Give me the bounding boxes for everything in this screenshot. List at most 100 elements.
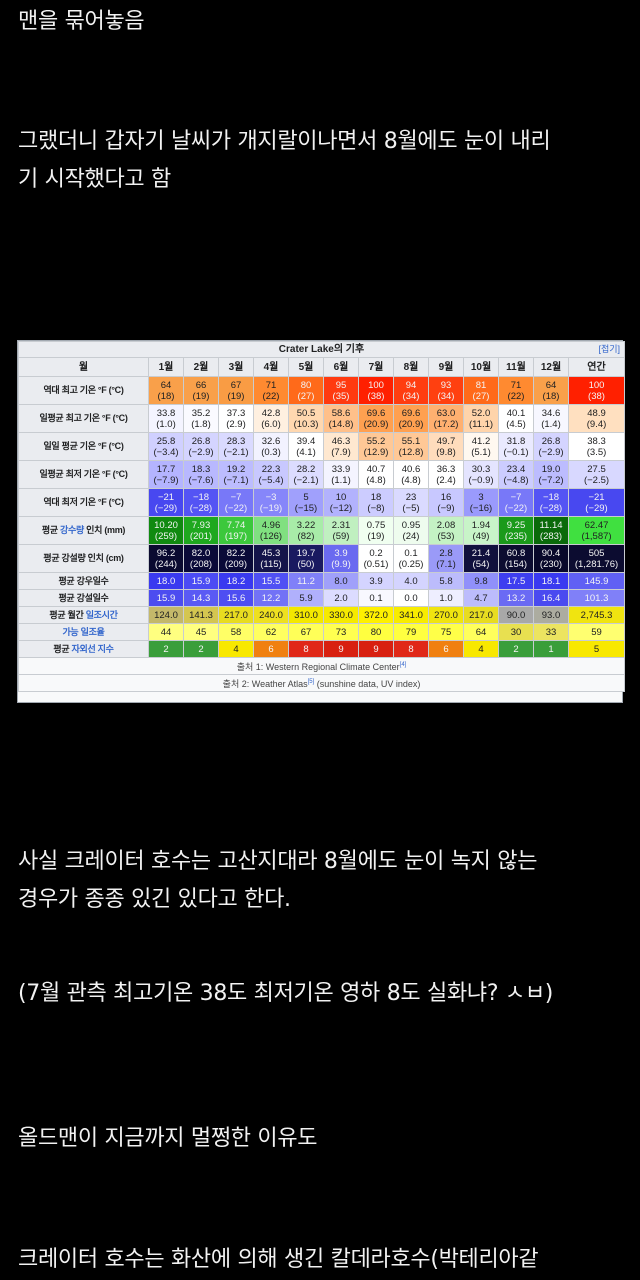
cell-value-f: 59 [591,626,602,638]
table-cell: 80 (27) [288,376,324,405]
cell-value-f: 4.96 [261,519,281,531]
row-label-link[interactable]: 일조시간 [85,609,118,620]
cell-value-c: (50) [297,558,315,570]
table-cell: 62 [253,623,289,641]
table-cell: 3.9 (9.9) [323,544,359,573]
cell-value-c: (−8) [367,502,385,514]
table-cell: 93.0 [533,606,569,624]
table-cell: 2,745.3 [567,606,626,624]
post-text-line: 경우가 종종 있긴 있다고 한다. [18,887,291,912]
cell-value-f: 2 [163,643,169,655]
cell-value-f: 8 [408,643,414,655]
cell-value-c: (20.9) [363,418,389,430]
cell-value-c: (4.8) [366,474,386,486]
table-cell: 64 (18) [148,376,184,405]
table-cell: 82.2 (209) [218,544,254,573]
cell-value-c: (2.9) [226,418,246,430]
cell-value-c: (20.9) [398,418,424,430]
table-cell: −7 (−22) [218,488,254,517]
row-label-link[interactable]: 강수량 [60,525,84,535]
row-label-link[interactable]: 가능 일조율 [62,626,105,637]
cell-value-f: 1 [548,643,554,655]
cell-value-c: (10.3) [293,418,319,430]
cell-value-f: 5.9 [299,592,313,604]
table-cell: 39.4 (4.1) [288,432,324,461]
header-month: 6월 [323,357,359,377]
table-cell: 14.3 [183,589,219,607]
header-month: 연간 [567,357,626,377]
cell-value-f: 39.4 [296,435,316,447]
table-cell: 1 [533,640,569,658]
cell-value-f: 26.8 [191,435,211,447]
table-cell: −18 (−28) [183,488,219,517]
table-cell: 50.5 (10.3) [288,404,324,433]
table-cell: 66 (19) [183,376,219,405]
cell-value-c: (3.5) [586,446,607,458]
table-cell: 4.7 [463,589,499,607]
header-month: 8월 [393,357,429,377]
table-cell: 80 [358,623,394,641]
table-cell: 32.6 (0.3) [253,432,289,461]
cell-value-f: 79 [405,626,417,638]
table-cell: 60.8 (154) [498,544,534,573]
cell-value-f: 64 [545,379,557,391]
source-2-ref[interactable]: [5] [307,678,315,685]
table-cell: 58 [218,623,254,641]
cell-value-f: −18 [192,491,210,503]
cell-value-f: 14.3 [191,592,211,604]
table-cell: 94 (34) [393,376,429,405]
table-title: Crater Lake의 기후 [접기] [17,341,626,358]
header-month: 12월 [533,357,569,377]
cell-value-f: 15.6 [226,592,246,604]
cell-value-c: (−19) [259,502,283,514]
cell-value-f: 95 [335,379,347,391]
cell-value-f: 310.0 [294,609,318,621]
row-label-link[interactable]: 자외선 지수 [71,643,114,654]
table-cell: 18 (−8) [358,488,394,517]
cell-value-f: 3.9 [334,547,348,559]
cell-value-f: −7 [230,491,242,503]
cell-value-c: (−7.1) [223,474,249,486]
table-cell: 48.9 (9.4) [567,404,626,433]
cell-value-f: 64 [160,379,172,391]
cell-value-f: 8.0 [334,575,348,587]
cell-value-f: 75 [440,626,452,638]
row-label-text: 일평균 최저 기온 °F (°C) [39,469,128,479]
cell-value-f: 18.3 [191,463,211,475]
table-cell: 23 (−5) [393,488,429,517]
table-cell: 100 (38) [567,376,626,405]
table-cell: 10 (−12) [323,488,359,517]
cell-value-f: 80 [300,379,312,391]
table-cell: 3.22 (82) [288,516,324,545]
cell-value-f: 49.7 [436,435,456,447]
cell-value-f: 16.4 [541,592,561,604]
cell-value-f: 38.3 [587,435,606,447]
collapse-toggle[interactable]: [접기] [598,344,621,354]
cell-value-f: 18.0 [156,575,176,587]
cell-value-c: (235) [504,530,528,542]
row-label-text: 평균 [53,643,72,654]
cell-value-c: (34) [437,390,455,402]
table-cell: 18.2 [218,572,254,590]
cell-value-f: 0.1 [404,547,418,559]
cell-value-c: (−16) [469,502,493,514]
cell-value-f: 18 [370,491,382,503]
post-text-line: (7월 관측 최고기온 38도 최저기온 영하 8도 실화냐? ㅅㅂ) [18,981,554,1006]
cell-value-f: −3 [265,491,277,503]
cell-value-f: 9 [338,643,344,655]
table-cell: 240.0 [253,606,289,624]
table-cell: 9.25 (235) [498,516,534,545]
cell-value-f: 6 [443,643,449,655]
cell-value-f: 18.1 [541,575,561,587]
cell-value-f: 0.95 [401,519,421,531]
source-1-ref[interactable]: [4] [399,661,407,668]
table-cell: 310.0 [288,606,324,624]
table-cell: 69.6 (20.9) [358,404,394,433]
cell-value-f: 19.0 [541,463,561,475]
source-2-text: 출처 2: Weather Atlas [222,678,308,689]
table-cell: 5.9 [288,589,324,607]
cell-value-f: 13.2 [506,592,526,604]
cell-value-c: (2.4) [436,474,456,486]
table-cell: 38.3 (3.5) [567,432,626,461]
table-cell: 33.8 (1.0) [148,404,184,433]
